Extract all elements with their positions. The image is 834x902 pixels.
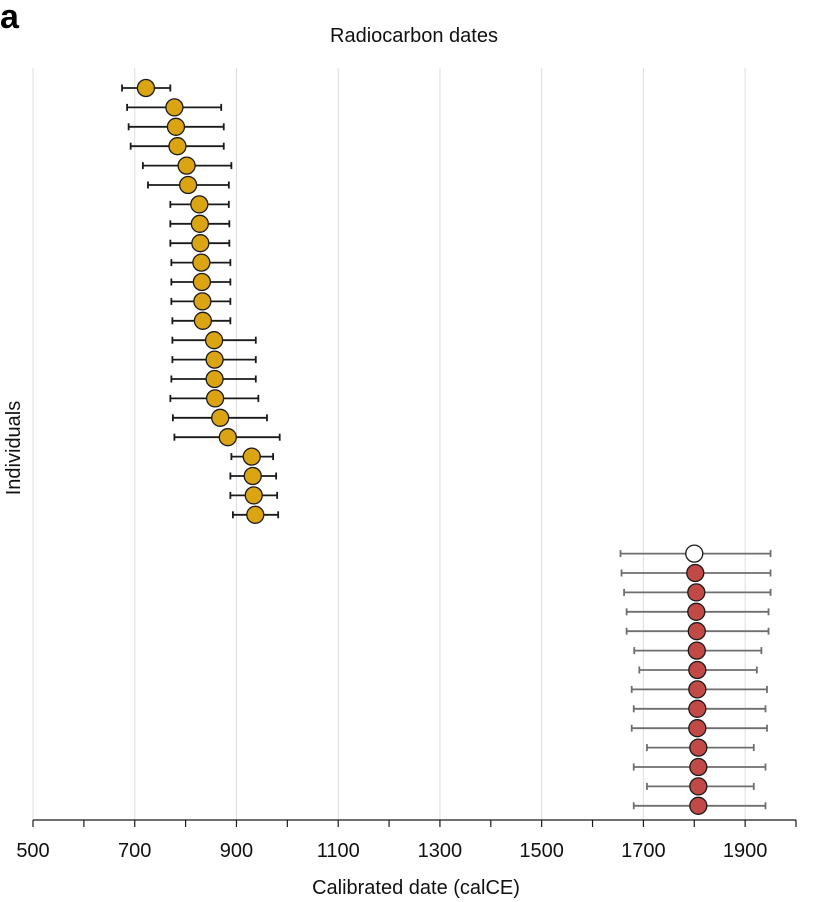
point-marker bbox=[687, 622, 706, 641]
early-point-19 bbox=[173, 428, 281, 447]
early-point-6 bbox=[147, 175, 230, 195]
early-point-5 bbox=[141, 156, 233, 175]
late-point-7 bbox=[638, 660, 758, 680]
late-point-2 bbox=[620, 563, 772, 583]
early-point-18 bbox=[171, 408, 268, 427]
early-point-12 bbox=[170, 292, 232, 311]
point-marker bbox=[191, 234, 210, 253]
gridlines bbox=[32, 68, 746, 820]
early-point-2 bbox=[126, 98, 223, 117]
tick-label-1100: 1100 bbox=[317, 840, 360, 862]
early-point-10 bbox=[170, 253, 232, 272]
panel-label: a bbox=[0, 0, 20, 36]
early-point-7 bbox=[169, 195, 230, 214]
point-marker bbox=[689, 777, 708, 796]
point-marker bbox=[192, 272, 212, 292]
late-point-5 bbox=[625, 622, 770, 641]
point-marker bbox=[205, 369, 224, 389]
early-point-17 bbox=[169, 389, 260, 408]
chart-title: Radiocarbon dates bbox=[330, 25, 498, 47]
tick-label-900: 900 bbox=[220, 840, 253, 862]
point-marker bbox=[689, 796, 708, 815]
tick-label-500: 500 bbox=[16, 840, 49, 862]
tick-label-1900: 1900 bbox=[723, 840, 768, 862]
point-marker bbox=[192, 253, 211, 272]
point-marker bbox=[193, 311, 213, 330]
early-point-1 bbox=[121, 78, 172, 98]
point-marker bbox=[687, 641, 706, 660]
point-marker bbox=[687, 602, 706, 621]
early-point-3 bbox=[127, 117, 225, 136]
point-marker bbox=[685, 544, 704, 563]
point-marker bbox=[190, 214, 209, 233]
point-marker bbox=[168, 137, 187, 156]
point-marker bbox=[166, 117, 186, 136]
early-point-14 bbox=[171, 331, 257, 350]
point-marker bbox=[242, 447, 261, 466]
point-marker bbox=[243, 466, 262, 486]
late-point-3 bbox=[623, 583, 772, 602]
point-marker bbox=[244, 486, 263, 505]
point-marker bbox=[686, 563, 705, 583]
tick-label-1700: 1700 bbox=[621, 840, 666, 862]
point-marker bbox=[688, 719, 707, 738]
y-axis-label: Individuals bbox=[3, 401, 25, 496]
early-point-11 bbox=[170, 272, 232, 292]
early-point-23 bbox=[232, 505, 280, 524]
point-marker bbox=[688, 699, 707, 718]
early-point-13 bbox=[171, 311, 232, 330]
data-points bbox=[121, 78, 772, 815]
late-point-12 bbox=[632, 757, 767, 777]
early-point-9 bbox=[169, 234, 231, 253]
late-point-13 bbox=[646, 777, 755, 796]
late-point-11 bbox=[646, 738, 755, 757]
late-point-1 bbox=[619, 544, 772, 563]
point-marker bbox=[190, 195, 209, 214]
late-point-10 bbox=[630, 719, 768, 738]
early-point-20 bbox=[230, 447, 274, 466]
point-marker bbox=[689, 738, 708, 757]
point-marker bbox=[177, 156, 196, 175]
late-point-4 bbox=[625, 602, 770, 621]
point-marker bbox=[136, 78, 156, 98]
point-marker bbox=[211, 408, 230, 427]
x-ticks: 500 700 900 1100 1300 1500 1700 1900 bbox=[16, 820, 797, 862]
point-marker bbox=[205, 389, 225, 408]
x-axis-label: Calibrated date (calCE) bbox=[312, 877, 520, 899]
late-point-8 bbox=[630, 680, 768, 699]
tick-label-1300: 1300 bbox=[418, 840, 463, 862]
early-point-16 bbox=[170, 369, 257, 389]
point-marker bbox=[687, 583, 706, 602]
point-marker bbox=[193, 292, 212, 311]
point-marker bbox=[689, 757, 708, 777]
late-point-14 bbox=[632, 796, 767, 815]
tick-label-1500: 1500 bbox=[519, 840, 564, 862]
tick-label-700: 700 bbox=[118, 840, 151, 862]
point-marker bbox=[205, 350, 224, 369]
point-marker bbox=[246, 505, 265, 524]
early-point-21 bbox=[229, 466, 278, 486]
point-marker bbox=[178, 175, 198, 195]
early-point-22 bbox=[229, 486, 279, 505]
point-marker bbox=[204, 331, 224, 350]
point-marker bbox=[218, 428, 237, 447]
early-point-4 bbox=[129, 137, 225, 156]
late-point-6 bbox=[633, 641, 763, 660]
point-marker bbox=[688, 660, 707, 680]
early-point-15 bbox=[171, 350, 257, 369]
point-marker bbox=[688, 680, 707, 699]
late-point-9 bbox=[632, 699, 767, 718]
point-marker bbox=[165, 98, 184, 117]
early-point-8 bbox=[169, 214, 231, 233]
